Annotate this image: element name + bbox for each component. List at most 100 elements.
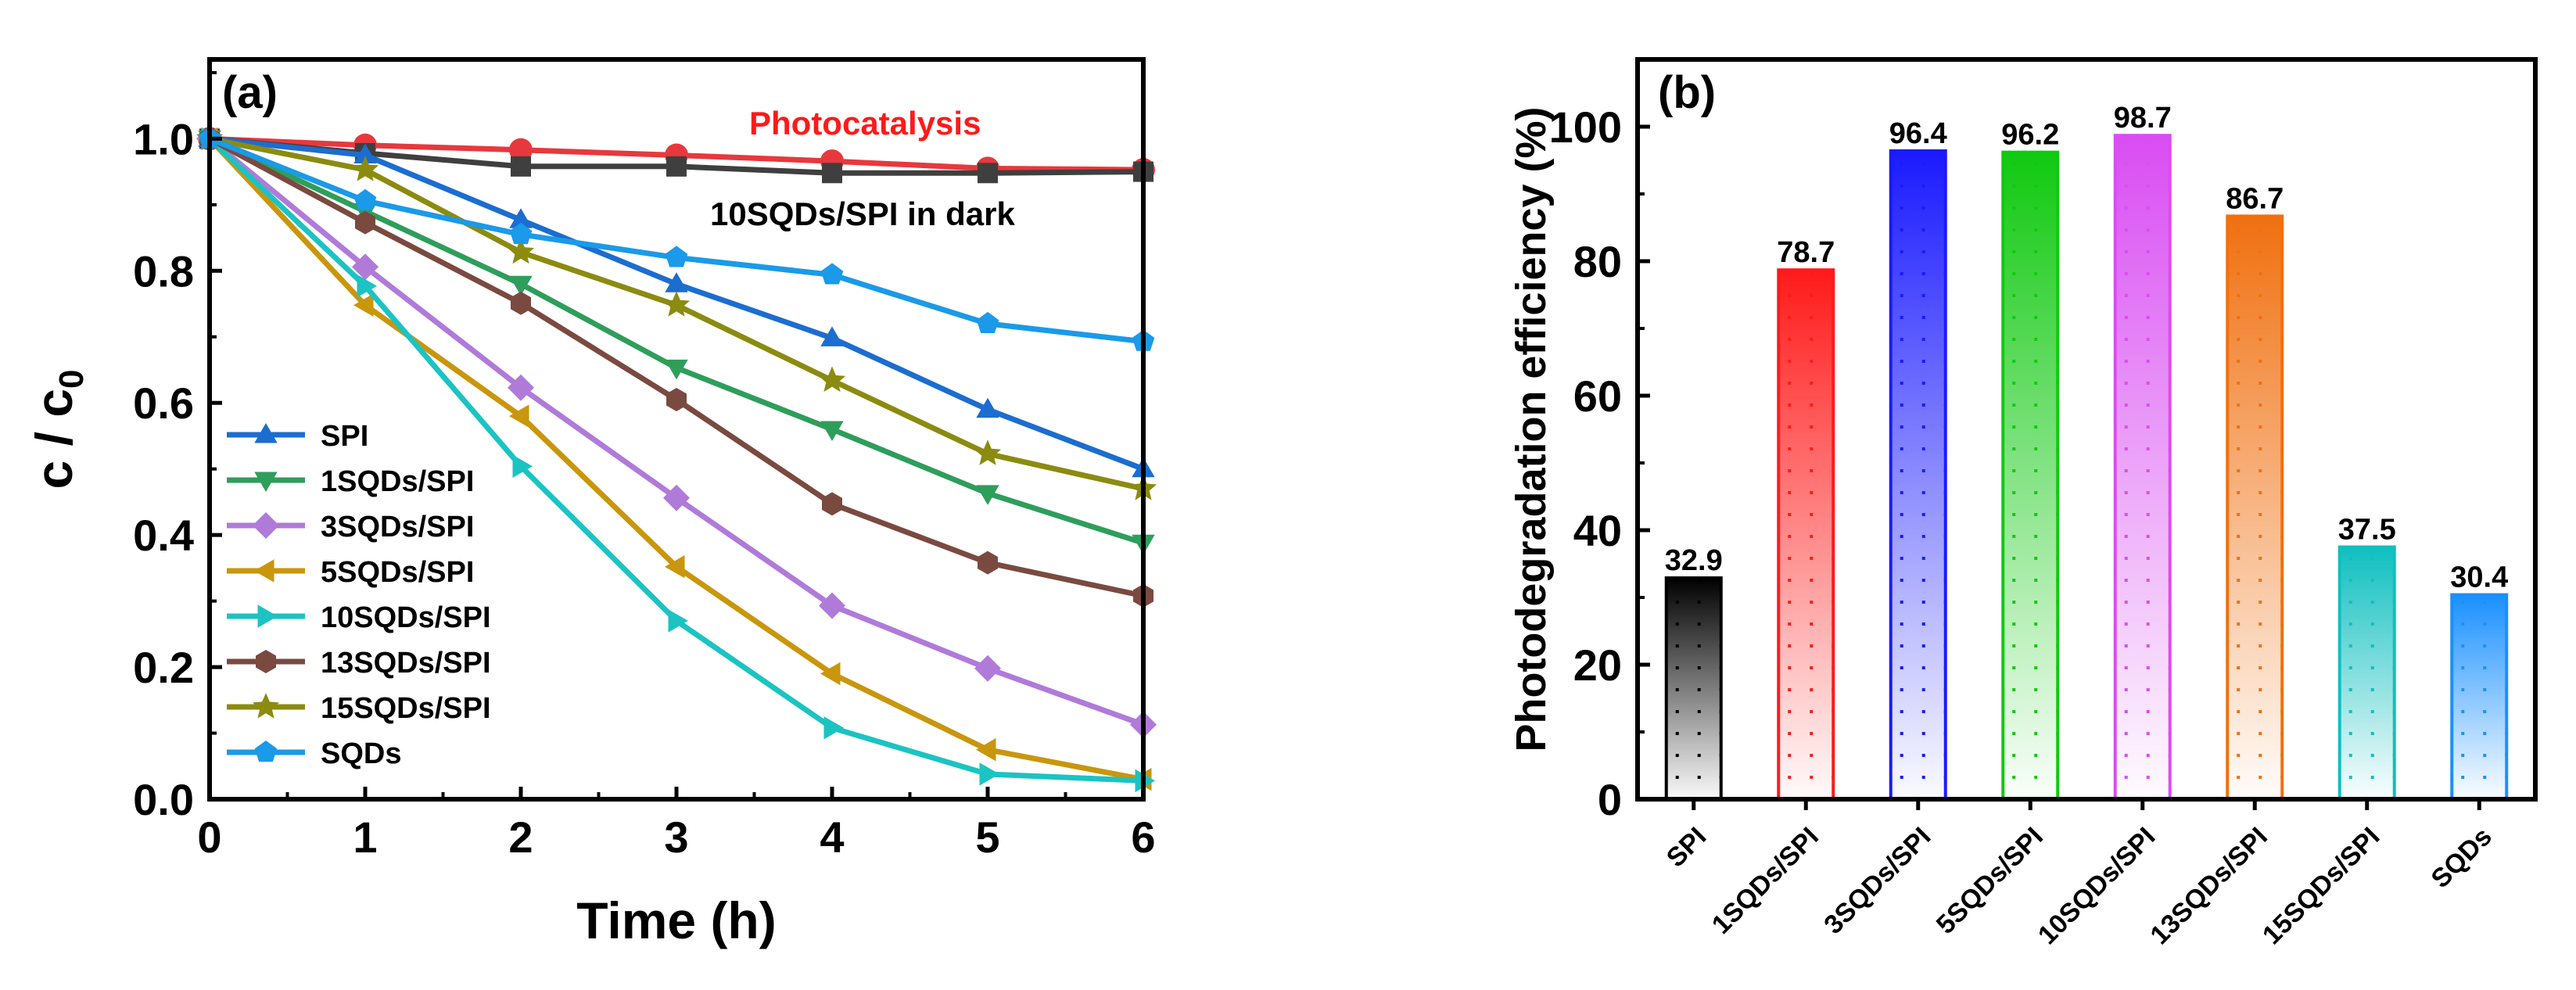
bar-chart-bars <box>1664 134 2509 801</box>
bar-value-label: 78.7 <box>1777 236 1835 269</box>
data-point <box>353 188 377 210</box>
data-point <box>823 716 844 740</box>
data-point <box>976 311 999 333</box>
legend-label: 3SQDs/SPI <box>321 511 474 543</box>
bar-3sqds-spi <box>1889 149 1947 801</box>
plot-frame-b <box>1635 57 2538 802</box>
x-tick-label-a: 0 <box>197 812 221 862</box>
x-tick-labels-a: 0 1 2 3 4 5 6 <box>197 812 1155 862</box>
y-tick-label-a: 1.0 <box>133 114 194 163</box>
axis-ticks-b <box>1638 124 2481 810</box>
data-point <box>511 291 531 315</box>
legend-entry: SPI <box>227 420 368 453</box>
legend-entry: 5SQDs/SPI <box>227 556 474 589</box>
bar-dots <box>2003 152 2058 799</box>
legend-swatch-marker <box>257 604 278 628</box>
legend-swatch-marker <box>254 423 278 443</box>
data-point <box>976 397 999 418</box>
category-label: 1SQDs/SPI <box>1706 822 1824 940</box>
data-point <box>666 388 687 411</box>
bar-value-label: 32.9 <box>1665 544 1723 577</box>
legend-label: SQDs <box>321 737 401 770</box>
category-label: 13SQDs/SPI <box>2144 822 2273 951</box>
y-tick-label-b: 80 <box>1573 237 1622 286</box>
data-point <box>976 485 999 505</box>
y-tick-label-a: 0.2 <box>133 643 194 692</box>
data-point <box>357 274 377 298</box>
data-point <box>509 404 529 428</box>
data-point <box>509 275 533 296</box>
data-point <box>507 238 535 264</box>
data-point <box>976 737 996 762</box>
data-point <box>820 421 844 441</box>
bar-5sqds-spi <box>2001 150 2060 801</box>
data-point <box>355 210 375 235</box>
y-axis-title-subscript: 0 <box>52 370 91 389</box>
category-label: 5SQDs/SPI <box>1931 822 2049 940</box>
bar-10sqds-spi <box>2113 134 2172 801</box>
legend-label: 13SQDs/SPI <box>321 647 491 680</box>
legend-swatch-marker <box>253 512 279 539</box>
series-13sqds-spi <box>199 127 1153 608</box>
line-chart-marks <box>196 124 1157 793</box>
bar-dots <box>2452 594 2507 799</box>
legend-swatch-marker <box>254 559 274 583</box>
category-label: 10SQDs/SPI <box>2032 822 2162 951</box>
data-point <box>979 762 999 786</box>
bar-value-label: 30.4 <box>2450 561 2508 594</box>
category-label: SQDs <box>2426 822 2498 894</box>
bar-dots <box>2227 216 2283 799</box>
bar-15sqds-spi <box>2337 545 2396 801</box>
category-label: SPI <box>1661 822 1713 873</box>
legend-swatch-marker <box>252 693 280 719</box>
bar-chart-panel-b: 32.9 78.7 96.4 96.2 98.7 86.7 37.5 30.4 0 20 40 60… <box>1508 57 2538 951</box>
legend-entry: 10SQDs/SPI <box>227 601 491 634</box>
data-point <box>820 662 841 686</box>
y-axis-title-a: c / c0 <box>25 370 91 490</box>
data-point <box>508 374 534 401</box>
data-point <box>511 156 531 177</box>
x-tick-label-a: 4 <box>820 812 844 862</box>
bar-1sqds-spi <box>1777 268 1835 801</box>
data-point <box>665 246 688 267</box>
y-tick-label-b: 20 <box>1573 640 1622 690</box>
bar-13sqds-spi <box>2226 214 2284 801</box>
annotation-dark: 10SQDs/SPI in dark <box>710 195 1015 232</box>
bar-value-labels: 32.9 78.7 96.4 96.2 98.7 86.7 37.5 30.4 <box>1665 102 2508 594</box>
legend-entry: 3SQDs/SPI <box>227 511 474 543</box>
bar-value-label: 37.5 <box>2338 514 2396 547</box>
data-point <box>822 492 842 516</box>
y-tick-labels-a: 0.0 0.2 0.4 0.6 0.8 1.0 <box>133 114 194 824</box>
data-point <box>353 143 377 163</box>
x-tick-label-a: 3 <box>664 812 688 862</box>
bar-value-label: 96.2 <box>2001 119 2059 152</box>
data-point <box>668 609 688 633</box>
data-point <box>665 359 688 380</box>
legend-label: SPI <box>321 420 368 453</box>
data-point <box>663 484 690 511</box>
data-point <box>662 291 691 317</box>
category-label: 15SQDs/SPI <box>2257 822 2386 951</box>
y-tick-label-b: 100 <box>1549 102 1622 152</box>
bar-dots <box>1778 270 1834 799</box>
y-tick-label-b: 0 <box>1598 775 1622 824</box>
series-sqds <box>198 127 1155 351</box>
data-point <box>819 592 845 619</box>
x-axis-title-a: Time (h) <box>576 891 776 949</box>
y-tick-label-a: 0.6 <box>133 378 194 428</box>
data-point <box>353 293 374 317</box>
legend-label: 15SQDs/SPI <box>321 692 491 725</box>
legend-a: SPI 1SQDs/SPI 3SQDs/SPI 5SQDs/SPI 10SQDs/SPI… <box>227 420 491 770</box>
bar-sqds <box>2450 593 2509 801</box>
y-tick-labels-b: 0 20 40 60 80 100 <box>1549 102 1622 824</box>
data-point <box>352 253 379 281</box>
y-tick-label-b: 60 <box>1573 371 1622 421</box>
category-labels-b: SPI1SQDs/SPI3SQDs/SPI5SQDs/SPI10SQDs/SPI… <box>1661 822 2498 951</box>
legend-swatch-marker <box>256 650 276 673</box>
bar-dots <box>1890 150 1946 799</box>
bar-dots <box>2339 547 2395 799</box>
data-point <box>974 439 1002 465</box>
data-point <box>351 156 379 181</box>
data-point <box>974 655 1001 682</box>
